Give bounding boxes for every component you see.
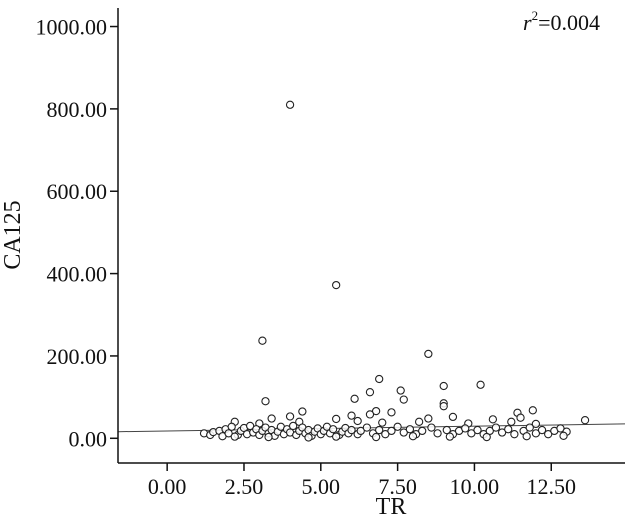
data-point [528,406,537,415]
data-point [347,425,356,435]
data-point [371,406,381,416]
data-point [418,426,427,436]
data-point [476,380,485,389]
x-tick-label: 2.50 [225,474,264,499]
data-point [264,432,273,442]
data-point [350,394,359,403]
data-point [396,386,405,395]
data-point [353,416,362,426]
data-point [531,429,541,438]
x-axis-title: TR [376,494,407,519]
data-point [393,422,402,431]
data-point [399,428,408,437]
x-tick-label: 0.00 [148,474,187,499]
data-point [332,280,341,290]
data-point [362,423,372,432]
data-point [516,413,525,422]
data-point [424,349,433,359]
data-point [332,432,341,441]
data-point [559,431,568,440]
data-point [522,432,531,441]
data-point [504,425,513,434]
data-point [332,414,341,424]
data-point [365,410,375,419]
x-ticks: 0.00 2.50 5.00 7.50 10.00 12.50 [148,463,576,499]
data-point [285,100,295,109]
y-tick-label: 400.00 [47,262,108,287]
data-point [525,423,534,432]
data-point [227,422,236,431]
data-point [580,416,590,425]
y-tick-label: 600.00 [47,179,108,204]
data-point [439,381,448,391]
data-point [433,429,442,438]
data-point [381,430,390,439]
r-squared-value: =0.004 [538,10,600,35]
y-tick-label: 1000.00 [36,15,108,40]
data-point [408,432,418,441]
points-layer [199,100,590,442]
data-point [556,424,565,433]
data-point [414,417,424,426]
data-point [491,423,501,432]
data-point [537,425,547,435]
data-point [507,417,516,426]
y-ticks: 0.00 200.00 400.00 600.00 800.00 1000.00 [36,15,118,451]
data-point [365,388,375,397]
data-point [261,397,270,406]
data-point [467,429,476,438]
data-point [298,407,307,416]
y-tick-label: 0.00 [69,426,108,451]
data-point [488,415,498,424]
data-point [442,425,451,435]
x-tick-label: 10.00 [450,474,500,499]
data-point [482,432,491,442]
r-squared-exponent: 2 [532,8,539,23]
data-point [245,421,255,431]
data-point [285,412,295,421]
data-point [439,402,448,411]
y-tick-label: 200.00 [47,344,108,369]
x-tick-label: 12.50 [527,474,577,499]
r-squared-variable: r [523,10,532,35]
data-point [375,425,384,435]
y-tick-label: 800.00 [47,97,108,122]
data-point [387,426,396,436]
data-point [531,419,541,429]
data-point [328,425,338,434]
data-point [230,432,239,441]
data-point [288,421,298,431]
data-point [224,429,233,438]
data-point [304,433,313,442]
data-point [427,423,436,432]
data-point [497,428,507,437]
data-point [378,418,387,427]
r-squared-annotation: r2=0.004 [523,8,600,35]
data-point [371,432,381,442]
y-axis-title: CA125 [0,200,26,269]
data-point [445,432,455,441]
data-point [405,425,415,434]
data-point [347,411,356,420]
x-tick-label: 7.50 [378,474,417,499]
data-point [424,414,433,423]
data-point [375,374,384,384]
x-tick-label: 5.00 [302,474,341,499]
data-point [510,430,519,439]
data-point [448,412,458,422]
data-point [258,336,267,345]
data-point [544,430,553,439]
data-point [356,426,365,436]
data-point [399,395,408,404]
data-point [461,424,470,433]
data-point [267,414,276,423]
data-point [387,408,396,417]
data-point [473,425,482,435]
